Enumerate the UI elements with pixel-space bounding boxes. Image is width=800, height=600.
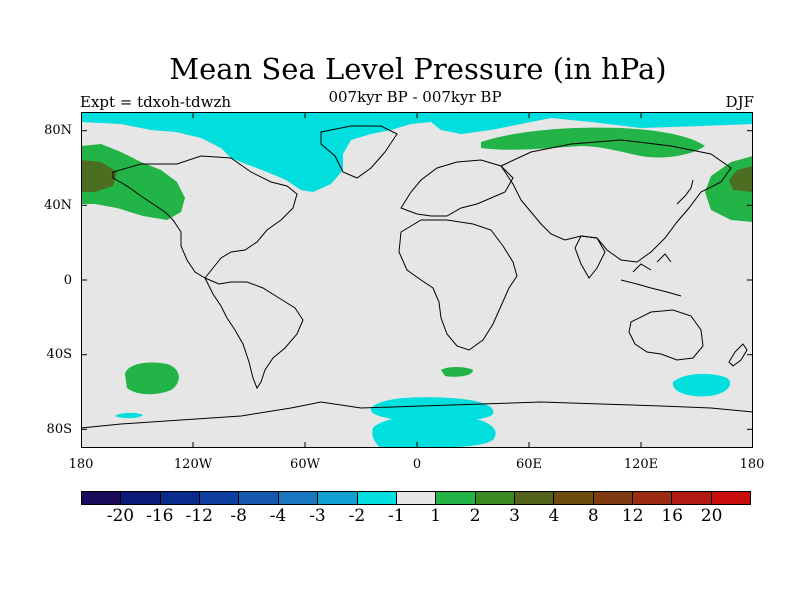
region-south-pacific-positive	[125, 362, 179, 395]
lat-tick-0: 0	[63, 273, 72, 288]
colorbar-label: 16	[661, 506, 683, 526]
lon-tick-0: 0	[412, 457, 422, 472]
colorbar-label: -2	[348, 506, 366, 526]
region-south-atlantic-positive	[441, 367, 473, 377]
coastline-india	[574, 235, 606, 279]
coastline-layer	[81, 125, 753, 429]
region-southern-ocean-negative-1	[370, 397, 494, 422]
lat-tick-80s: 80S	[46, 422, 72, 437]
colorbar-label: 20	[700, 506, 723, 526]
region-arctic-negative	[81, 112, 753, 192]
map-panel	[81, 112, 753, 448]
colorbar-swatch	[160, 492, 201, 504]
lon-tick-120e: 120E	[623, 457, 659, 472]
colorbar-swatch	[121, 492, 161, 504]
lon-tick-120w: 120W	[173, 457, 213, 472]
coastline-asia	[500, 139, 732, 263]
colorbar-label: 3	[509, 506, 520, 526]
coastline-europe	[400, 159, 514, 217]
coastline-japan	[676, 179, 694, 205]
colorbar-label: -16	[146, 506, 174, 526]
colorbar-swatch	[672, 492, 712, 504]
colorbar-swatch	[514, 492, 555, 504]
coastline-australia	[628, 309, 704, 361]
colorbar-label: -1	[388, 506, 405, 526]
colorbar	[81, 491, 751, 505]
colorbar-label: 1	[430, 506, 442, 526]
lat-tick-80n: 80N	[44, 123, 72, 138]
colorbar-label: -20	[106, 506, 135, 526]
colorbar-swatch	[278, 492, 319, 504]
coastline-south-america	[203, 277, 304, 390]
colorbar-label: -3	[309, 506, 326, 526]
lat-tick-40s: 40S	[46, 347, 72, 362]
lon-tick-60w: 60W	[290, 457, 320, 472]
coastline-indonesia	[620, 253, 682, 297]
page-title: Mean Sea Level Pressure (in hPa)	[169, 52, 667, 86]
colorbar-label: 8	[587, 506, 599, 526]
map-subtitle: 007kyr BP - 007kyr BP	[328, 88, 502, 106]
colorbar-label: -4	[269, 506, 287, 526]
coastline-north-america	[112, 155, 298, 279]
lat-tick-40n: 40N	[44, 198, 72, 213]
map-svg	[81, 112, 753, 448]
colorbar-swatch	[318, 492, 358, 504]
coastline-new-zealand	[728, 343, 748, 367]
tick-marks	[81, 112, 753, 448]
colorbar-label: 12	[621, 506, 644, 526]
region-north-pacific-core-west	[81, 160, 117, 192]
experiment-label: Expt = tdxoh-tdwzh	[80, 93, 232, 111]
region-southern-ocean-negative-3	[672, 373, 731, 397]
coastline-africa	[398, 219, 518, 351]
colorbar-swatch	[200, 492, 240, 504]
coastline-antarctica	[81, 401, 753, 429]
lon-tick-180-left: 180	[68, 457, 94, 472]
region-north-pacific-positive-west	[81, 144, 185, 220]
colorbar-label: -8	[230, 506, 247, 526]
colorbar-label: 2	[469, 506, 481, 526]
colorbar-swatch	[475, 492, 515, 504]
colorbar-swatch	[82, 492, 122, 504]
colorbar-swatch	[554, 492, 594, 504]
colorbar-swatch	[357, 492, 397, 504]
colorbar-swatch	[633, 492, 673, 504]
region-north-pacific-core-east	[729, 166, 753, 192]
colorbar-swatch	[593, 492, 634, 504]
colorbar-swatch	[396, 492, 437, 504]
coastline-greenland	[320, 125, 398, 179]
region-southern-ocean-negative-2	[372, 414, 496, 448]
map-background	[81, 112, 753, 448]
season-label: DJF	[725, 93, 754, 111]
region-southern-ocean-negative-4	[115, 412, 143, 419]
colorbar-label: -12	[185, 506, 213, 526]
colorbar-swatch	[436, 492, 476, 504]
anomaly-layer	[81, 112, 753, 448]
colorbar-swatch	[711, 492, 751, 504]
lon-tick-60e: 60E	[515, 457, 543, 472]
colorbar-swatch	[239, 492, 279, 504]
colorbar-label: 4	[548, 506, 560, 526]
lon-tick-180-right: 180	[739, 457, 765, 472]
